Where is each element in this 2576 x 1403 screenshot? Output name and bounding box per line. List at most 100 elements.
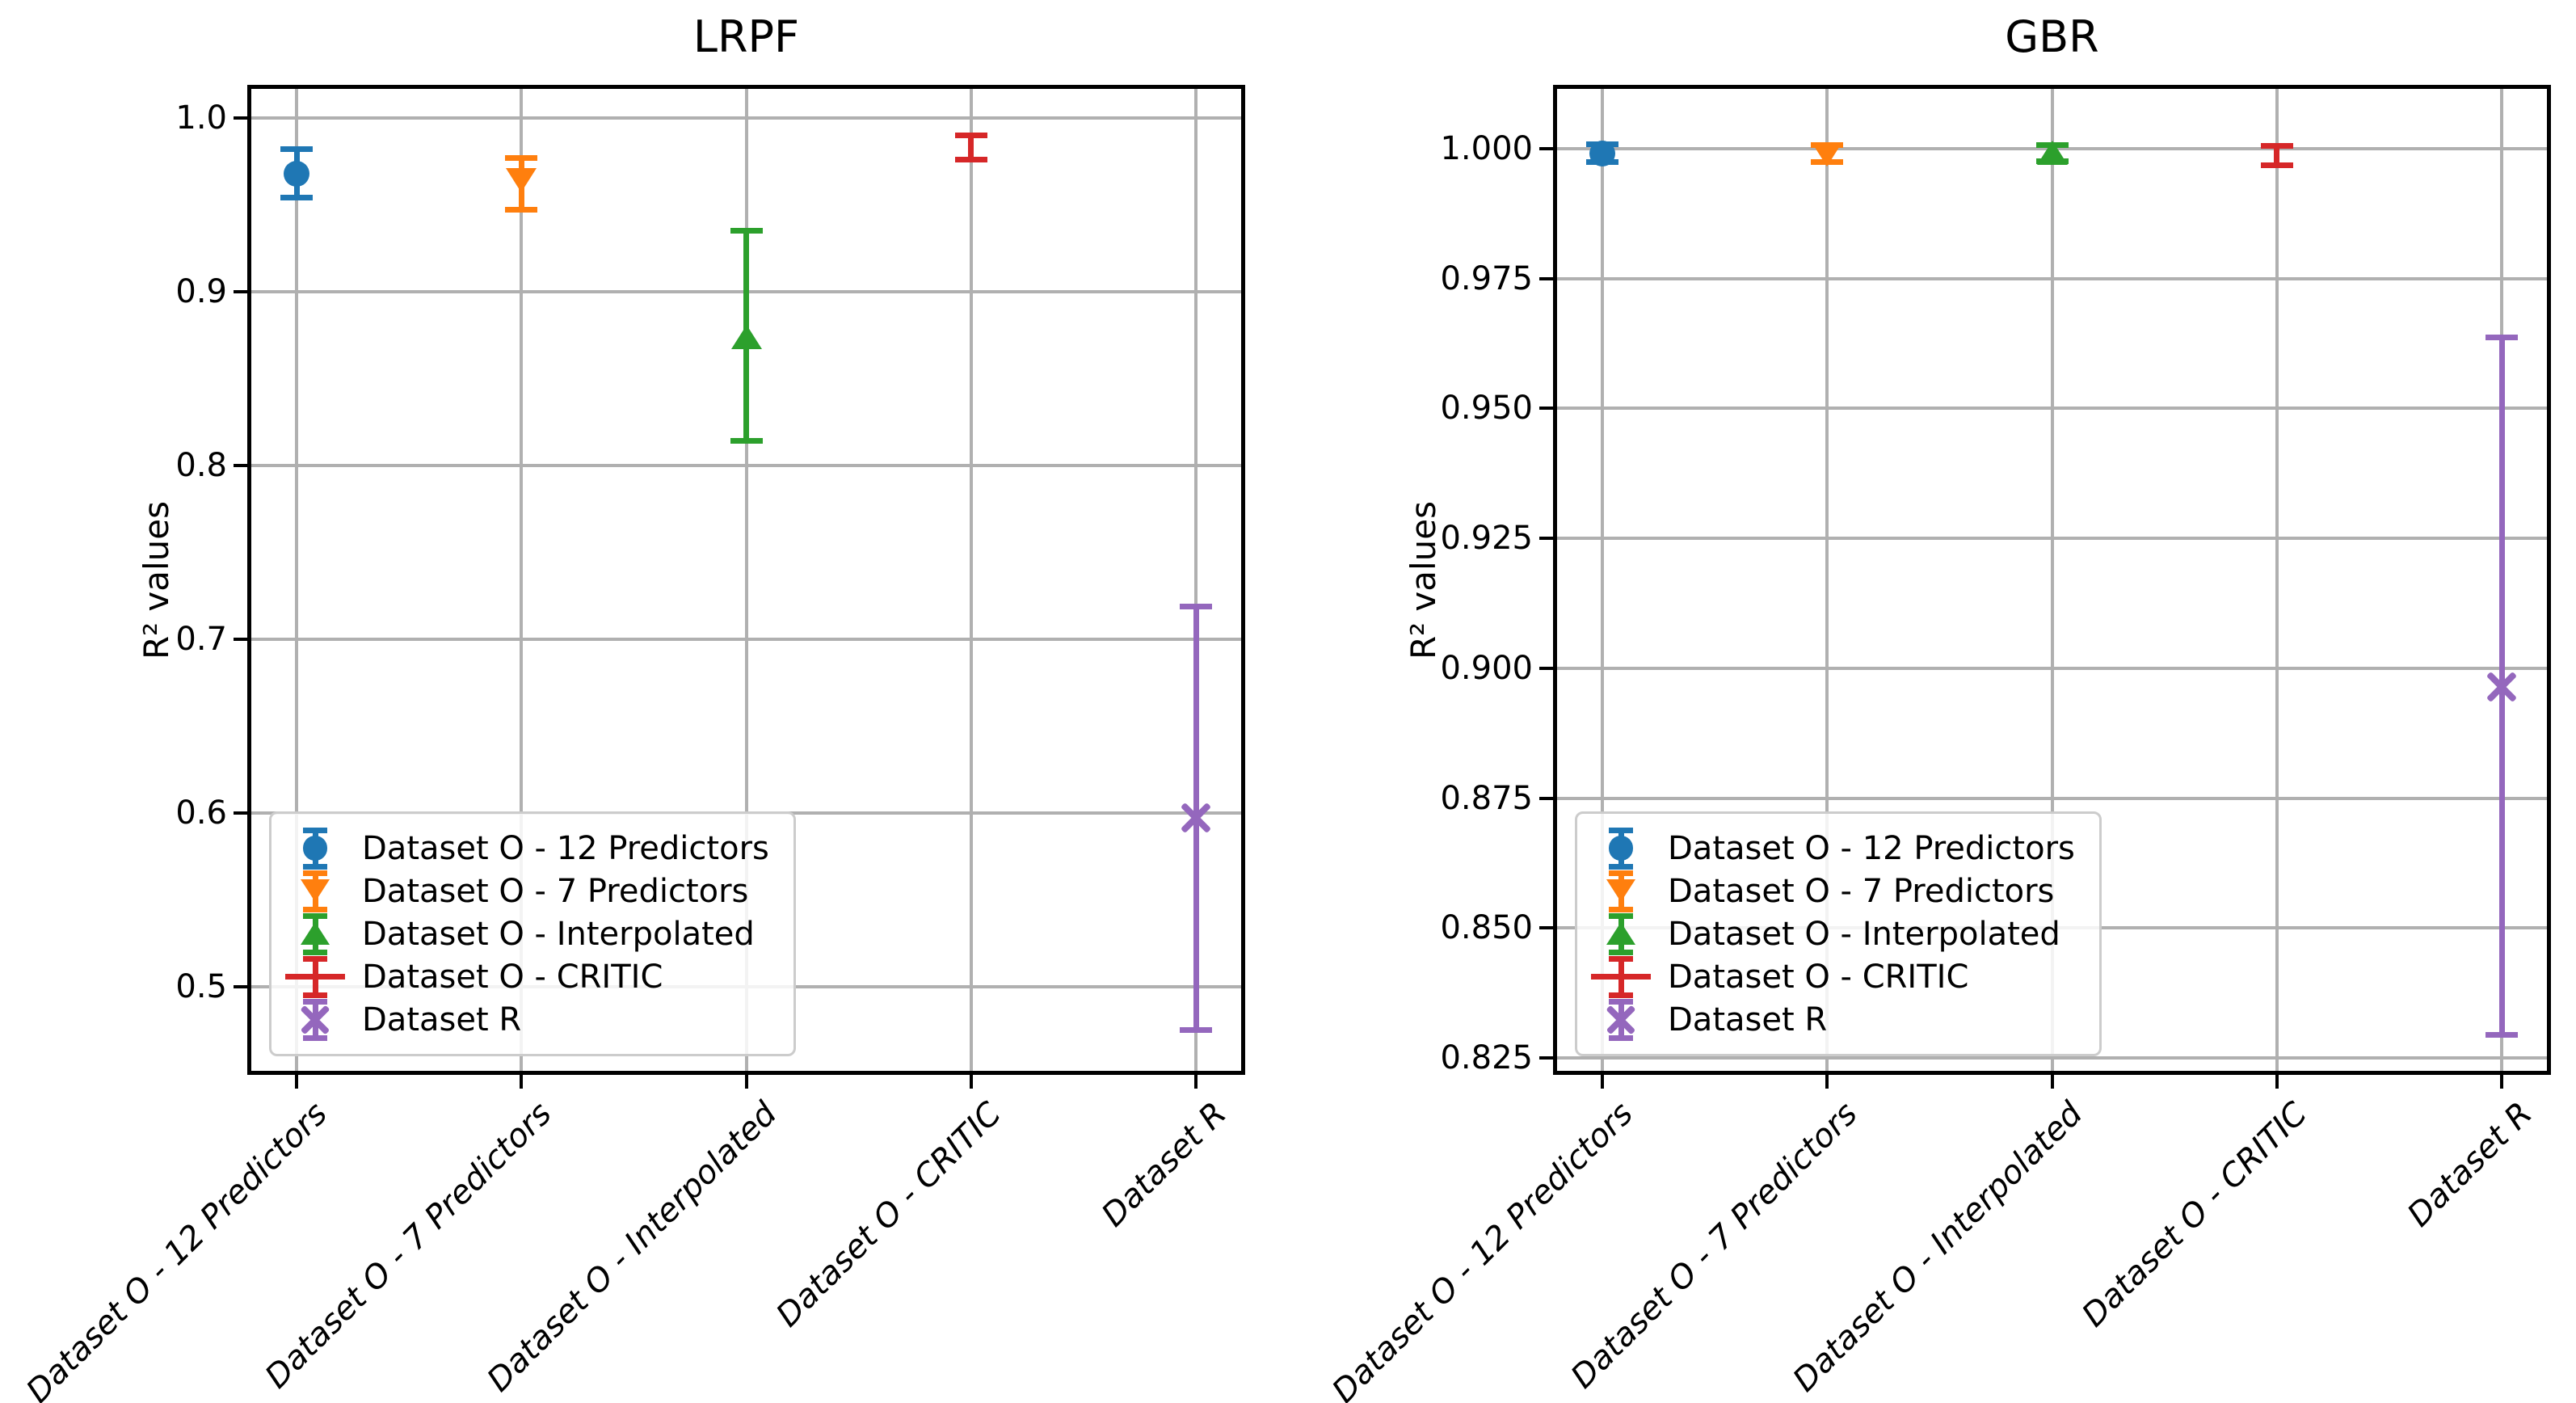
legend-error-bar-cap-top — [303, 827, 327, 833]
x-tick-mark — [744, 1075, 748, 1089]
x-tick-mark — [2275, 1075, 2279, 1089]
legend-hline-marker — [1591, 974, 1651, 980]
data-point-triangle-down-marker — [1812, 142, 1843, 166]
x-tick-label: Dataset R — [1094, 1095, 1234, 1234]
legend-item: Dataset O - Interpolated — [288, 912, 769, 955]
legend-x-marker — [1606, 1005, 1636, 1034]
y-tick-label: 0.850 — [1440, 909, 1533, 947]
legend-item: Dataset O - CRITIC — [285, 955, 769, 998]
legend: Dataset O - 12 Predictors Dataset O - 7 P… — [269, 811, 796, 1056]
legend-error-bar-cap-bottom — [1609, 949, 1633, 955]
legend-item: Dataset R — [1593, 998, 2075, 1041]
legend-item: Dataset O - 12 Predictors — [1593, 827, 2075, 870]
x-tick-mark — [2050, 1075, 2054, 1089]
y-tick-mark — [1539, 796, 1553, 800]
x-tick-mark — [295, 1075, 298, 1089]
data-point-x-marker — [2486, 671, 2518, 703]
y-tick-label: 0.900 — [1440, 649, 1533, 687]
error-bar-cap-bottom — [280, 195, 313, 201]
y-tick-mark — [1539, 666, 1553, 670]
y-tick-mark — [234, 637, 247, 641]
y-tick-mark — [1539, 1055, 1553, 1060]
error-bar-cap-bottom — [505, 207, 538, 213]
grid-line-vertical — [520, 89, 524, 1071]
legend-marker — [288, 912, 347, 955]
y-tick-label: 1.000 — [1440, 129, 1533, 167]
grid-line-vertical — [295, 89, 298, 1071]
y-axis-label-right: R² values — [1404, 500, 1443, 659]
x-tick-label: Dataset O - CRITIC — [769, 1095, 1009, 1334]
legend-marker — [1591, 955, 1653, 998]
legend-error-bar-cap-bottom — [1609, 863, 1633, 870]
legend-error-bar-cap-bottom — [303, 863, 327, 870]
data-point-x-marker — [1180, 803, 1212, 834]
legend-triangle-down-marker — [1606, 879, 1635, 903]
y-tick-mark — [234, 289, 247, 293]
y-tick-label: 0.7 — [175, 620, 227, 658]
legend-hline-marker — [285, 974, 345, 980]
plot-title-left: LRPF — [692, 11, 800, 62]
legend-error-bar-cap-bottom — [303, 949, 327, 955]
legend-label: Dataset O - Interpolated — [1668, 915, 2060, 953]
data-point-triangle-up-marker — [730, 324, 762, 349]
y-tick-mark — [234, 811, 247, 815]
y-tick-label: 1.0 — [175, 99, 227, 137]
y-tick-label: 0.950 — [1440, 390, 1533, 428]
legend-error-bar-cap-bottom — [303, 1034, 327, 1041]
grid-line-vertical — [1194, 89, 1198, 1071]
legend-label: Dataset O - CRITIC — [1668, 958, 1969, 996]
legend-triangle-up-marker — [300, 922, 330, 946]
x-tick-mark — [1601, 1075, 1604, 1089]
error-bar-cap-bottom — [2486, 1032, 2518, 1039]
legend-item: Dataset O - 7 Predictors — [288, 870, 769, 912]
x-tick-label: Dataset O - CRITIC — [2075, 1095, 2315, 1334]
x-tick-mark — [520, 1075, 524, 1089]
plot-title-right: GBR — [2005, 11, 2099, 62]
legend-error-bar-cap-top — [303, 998, 327, 1005]
data-point-circle-marker — [1589, 141, 1615, 167]
y-tick-mark — [234, 116, 247, 120]
data-point-circle-marker — [284, 160, 309, 187]
grid-line-vertical — [1601, 89, 1604, 1071]
legend-marker — [288, 998, 347, 1041]
legend-triangle-up-marker — [1606, 922, 1635, 946]
y-tick-mark — [1539, 926, 1553, 930]
y-tick-label: 0.975 — [1440, 259, 1533, 297]
legend-item: Dataset O - CRITIC — [1591, 955, 2075, 998]
error-bar-cap-bottom — [730, 438, 763, 444]
error-bar-cap-bottom — [2260, 162, 2293, 168]
legend-label: Dataset O - 7 Predictors — [1668, 872, 2055, 910]
y-axis-label-left: R² values — [137, 500, 176, 659]
legend-marker — [1593, 912, 1653, 955]
y-tick-mark — [234, 463, 247, 467]
error-bar-cap-bottom — [1180, 1027, 1212, 1034]
legend-error-bar-cap-bottom — [1609, 992, 1633, 998]
y-tick-label: 0.925 — [1440, 520, 1533, 558]
legend-error-bar-cap-bottom — [303, 992, 327, 998]
legend-error-bar-cap-top — [303, 912, 327, 919]
legend-error-bar-cap-top — [303, 955, 327, 962]
error-bar-cap-top — [730, 228, 763, 234]
grid-line-vertical — [969, 89, 973, 1071]
error-bar-cap-top — [505, 154, 538, 161]
legend-marker — [1593, 827, 1653, 870]
legend-error-bar-cap-bottom — [1609, 906, 1633, 912]
y-tick-label: 0.8 — [175, 446, 227, 484]
y-tick-label: 0.6 — [175, 794, 227, 832]
x-tick-mark — [1194, 1075, 1198, 1089]
y-tick-mark — [1539, 407, 1553, 411]
y-tick-mark — [234, 984, 247, 988]
legend-circle-marker — [302, 836, 328, 861]
legend-item: Dataset O - 12 Predictors — [288, 827, 769, 870]
legend-marker — [1593, 870, 1653, 912]
legend-error-bar-cap-top — [1609, 955, 1633, 962]
y-tick-label: 0.875 — [1440, 779, 1533, 817]
data-point-triangle-down-marker — [506, 168, 537, 193]
legend-error-bar-cap-top — [303, 870, 327, 876]
y-tick-mark — [1539, 537, 1553, 541]
legend-error-bar-cap-top — [1609, 912, 1633, 919]
legend-label: Dataset O - CRITIC — [362, 958, 663, 996]
legend-marker — [288, 827, 347, 870]
error-bar-cap-top — [954, 132, 987, 138]
legend-x-marker — [300, 1005, 330, 1034]
